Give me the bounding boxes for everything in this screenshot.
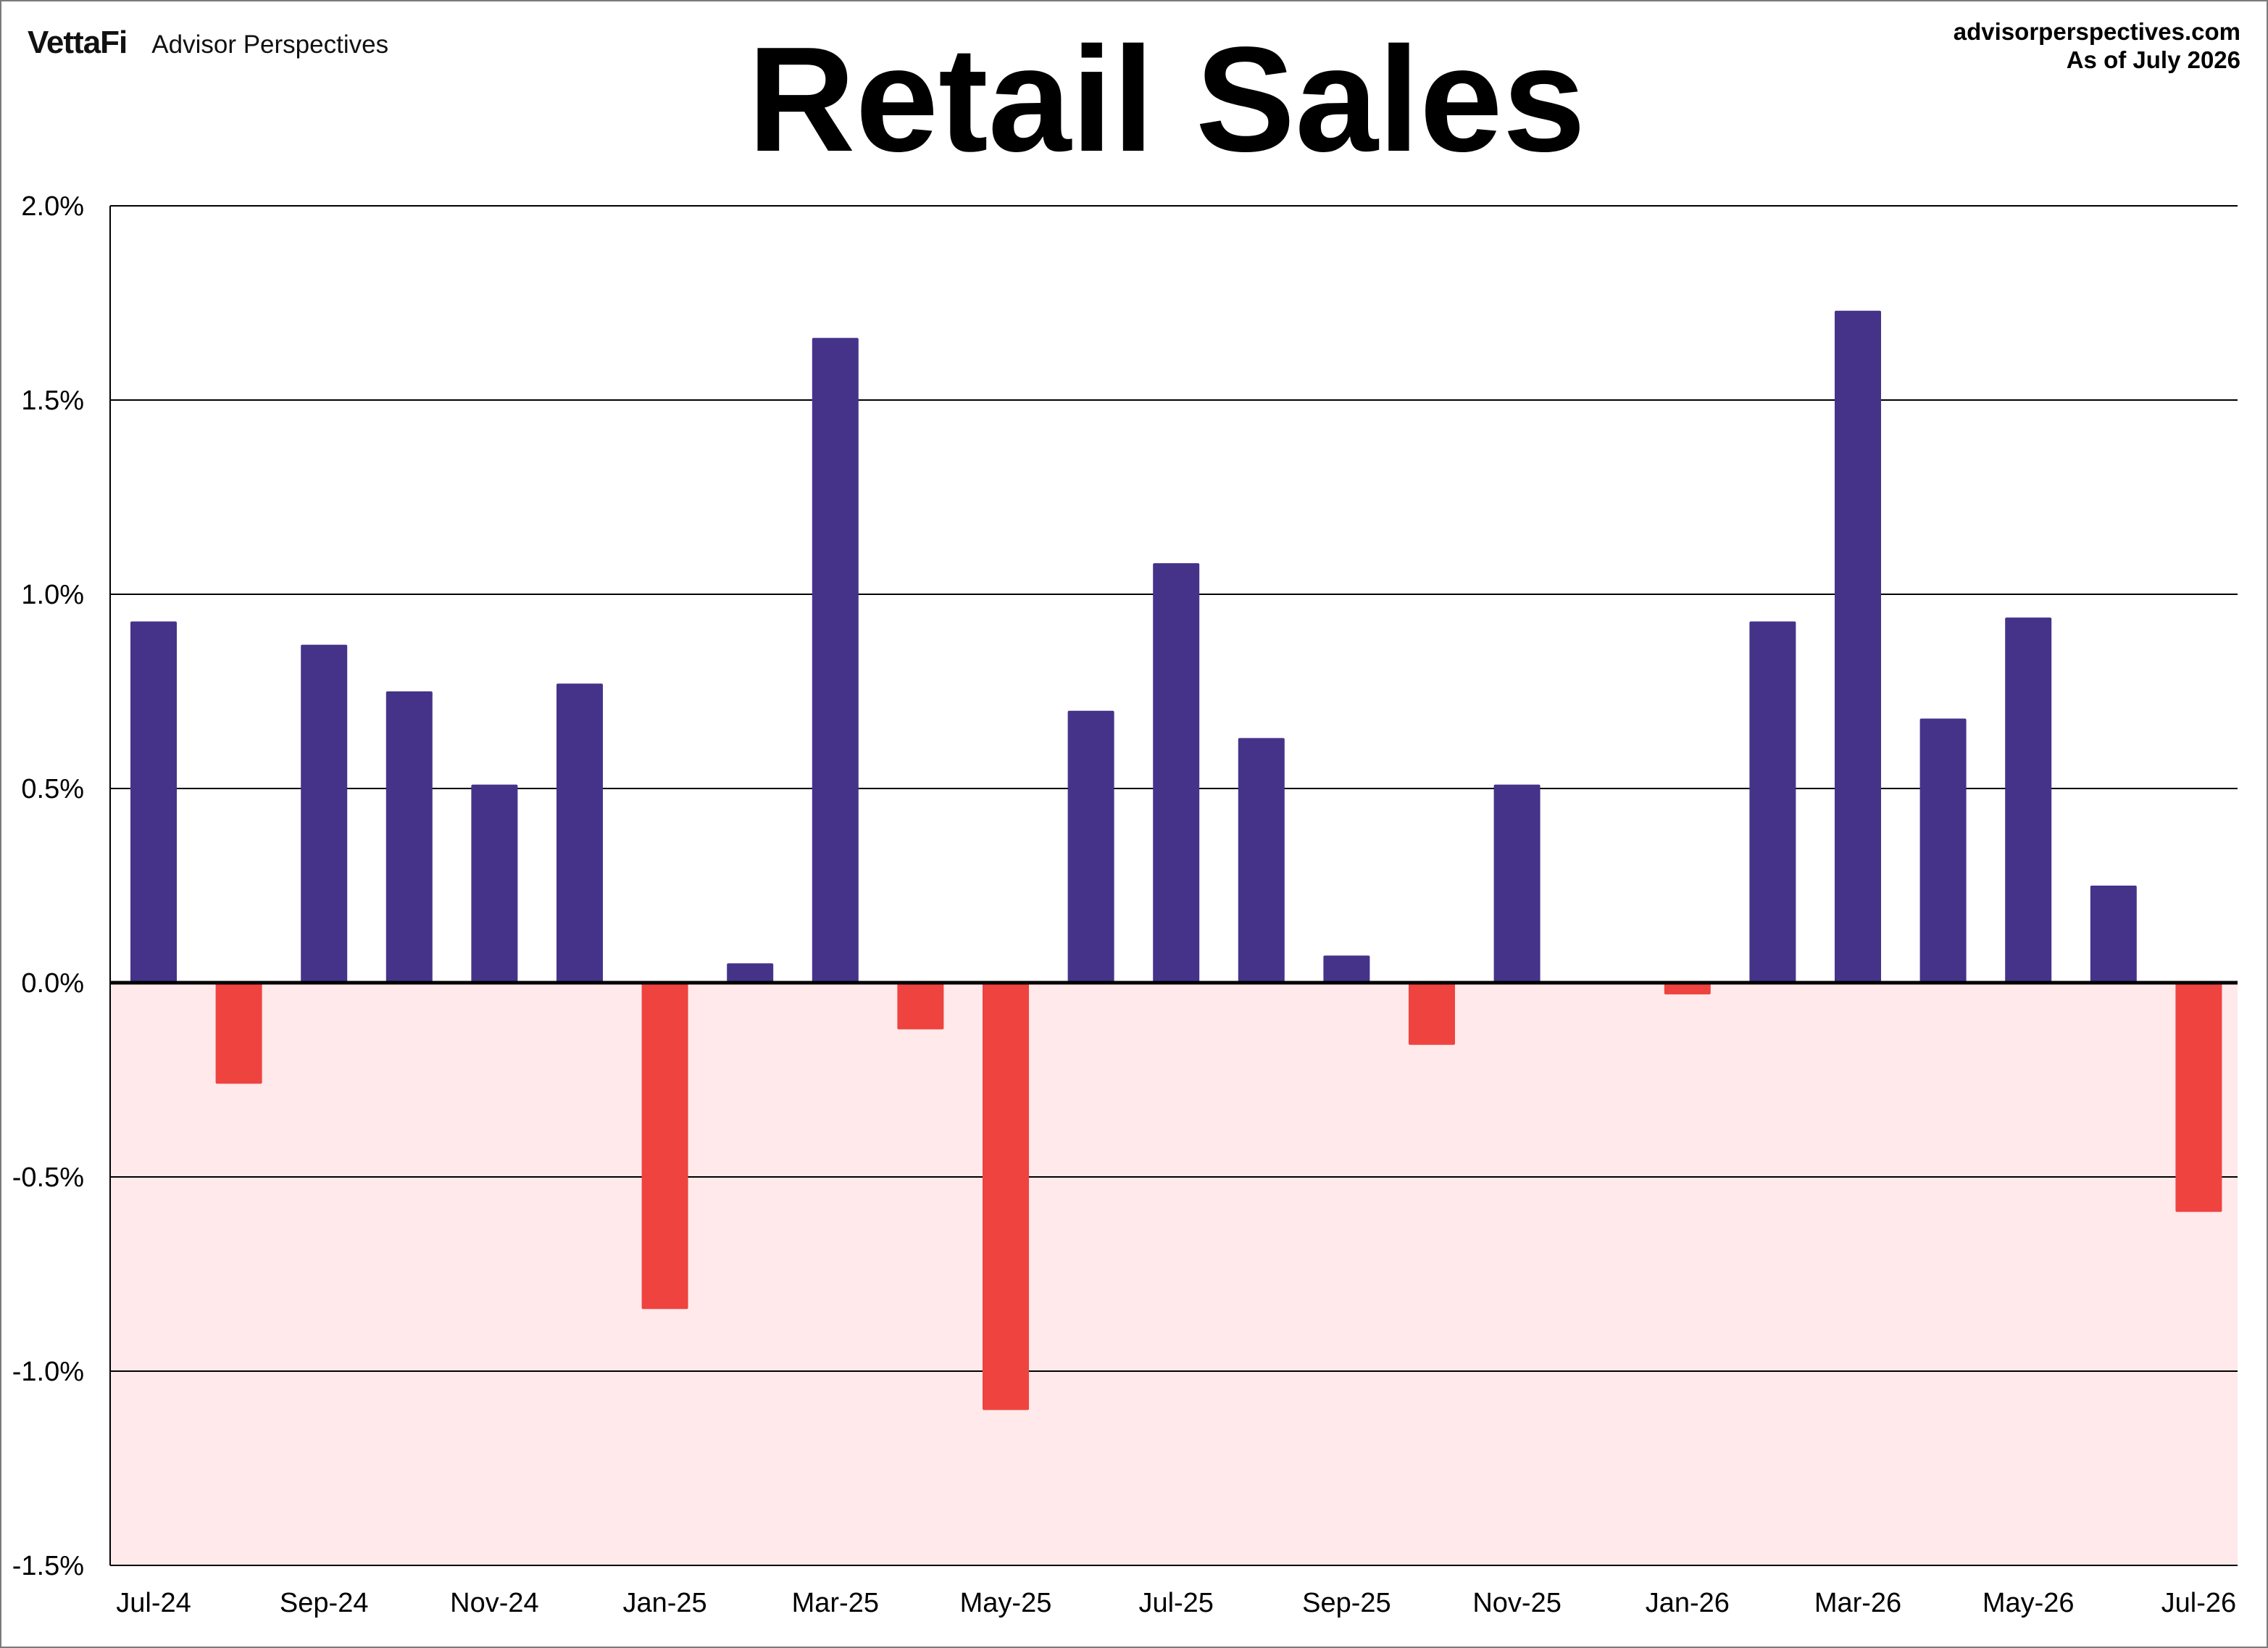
x-tick-label: Mar-25 <box>792 1588 879 1618</box>
bar-Jan-25 <box>641 983 688 1310</box>
x-tick-label: May-25 <box>960 1588 1052 1618</box>
bar-Jun-25 <box>1067 710 1114 983</box>
chart-title: Retail Sales <box>747 16 1586 183</box>
bar-Apr-25 <box>897 983 944 1030</box>
x-tick-label: Jan-25 <box>622 1588 706 1618</box>
as-of-date: As of July 2026 <box>2066 46 2240 73</box>
x-tick-label: Jul-25 <box>1138 1588 1214 1618</box>
bar-May-25 <box>983 983 1029 1410</box>
x-tick-label: Jul-24 <box>116 1588 191 1618</box>
bar-Apr-26 <box>1919 718 1967 983</box>
x-tick-label: Sep-25 <box>1302 1588 1391 1618</box>
bar-Sep-25 <box>1323 955 1370 983</box>
y-tick-label: -1.0% <box>12 1357 84 1387</box>
bar-Feb-25 <box>727 963 774 983</box>
negative-region <box>110 983 2238 1565</box>
y-tick-label: 1.5% <box>21 386 84 416</box>
bar-Nov-24 <box>471 784 518 983</box>
y-tick-label: 0.5% <box>21 774 84 804</box>
bar-Feb-26 <box>1749 621 1796 983</box>
x-tick-label: Nov-25 <box>1472 1588 1562 1618</box>
bar-Mar-26 <box>1835 310 1881 983</box>
brand: VettaFi Advisor Perspectives <box>28 25 388 61</box>
bar-Aug-25 <box>1238 738 1285 983</box>
y-tick-label: 1.0% <box>21 580 84 610</box>
bar-Jan-26 <box>1664 983 1711 995</box>
x-tick-label: Nov-24 <box>450 1588 539 1618</box>
bar-Aug-24 <box>215 983 262 1084</box>
x-tick-label: Jan-26 <box>1646 1588 1730 1618</box>
bar-Oct-25 <box>1409 983 1455 1045</box>
x-tick-label: May-26 <box>1983 1588 2075 1618</box>
bar-Dec-24 <box>556 683 603 983</box>
y-tick-label: -0.5% <box>12 1162 84 1193</box>
x-tick-label: Sep-24 <box>280 1588 369 1618</box>
y-tick-label: 0.0% <box>21 968 84 999</box>
brand-name: Advisor Perspectives <box>151 30 389 59</box>
vettafi-logo: VettaFi <box>28 25 128 60</box>
bar-Jul-25 <box>1153 563 1200 983</box>
bar-Mar-25 <box>812 338 859 983</box>
source-block: advisorperspectives.com As of July 2026 <box>1954 17 2240 74</box>
bar-Jul-26 <box>2175 983 2222 1212</box>
y-tick-label: 2.0% <box>21 191 84 222</box>
x-tick-label: Mar-26 <box>1814 1588 1901 1618</box>
source-url: advisorperspectives.com <box>1953 18 2240 45</box>
bar-May-26 <box>2005 617 2052 983</box>
x-tick-label: Jul-26 <box>2161 1588 2237 1618</box>
bar-Oct-24 <box>385 691 433 983</box>
bar-Nov-25 <box>1493 784 1541 983</box>
y-tick-label: -1.5% <box>12 1551 84 1581</box>
bar-Jul-24 <box>130 621 177 983</box>
bar-Jun-26 <box>2090 886 2137 983</box>
bar-Sep-24 <box>301 644 348 983</box>
